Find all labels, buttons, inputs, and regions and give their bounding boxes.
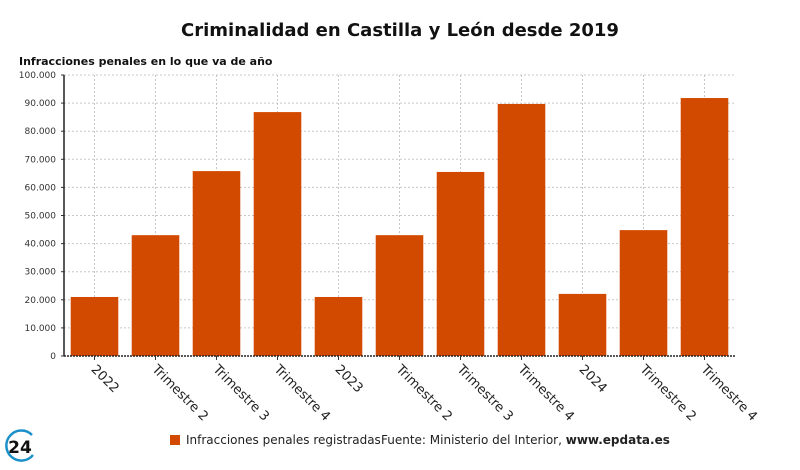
bar-7 <box>497 103 546 357</box>
y-tick-label: 30.000 <box>25 268 57 278</box>
y-tick-label: 80.000 <box>25 127 57 137</box>
bar-2 <box>192 171 241 356</box>
bar-chart: 0 10.000 20.000 30.000 40.000 50.000 60.000 70.… <box>19 71 760 425</box>
x-tick-label: Trimestre 4 <box>697 362 760 425</box>
x-tick-label: Trimestre 3 <box>209 362 272 425</box>
logo-text: 24 <box>8 438 32 458</box>
x-tick-label: 2023 <box>332 362 366 396</box>
legend-label: Infracciones penales registradas <box>186 433 381 447</box>
y-tick-label: 10.000 <box>25 324 57 334</box>
source-note: Fuente: Ministerio del Interior, www.epd… <box>381 433 670 447</box>
y-tick-label: 70.000 <box>25 155 57 165</box>
x-tick-label: Trimestre 2 <box>392 362 455 425</box>
y-tick-label: 50.000 <box>25 212 57 222</box>
bar-3 <box>253 112 302 356</box>
x-tick-label: Trimestre 4 <box>270 362 333 425</box>
chart-title: Criminalidad en Castilla y León desde 20… <box>181 20 619 41</box>
x-tick-label: Trimestre 3 <box>453 362 516 425</box>
source-site: www.epdata.es <box>565 433 670 447</box>
y-tick-label: 100.000 <box>19 71 56 81</box>
bars <box>70 98 729 357</box>
bar-8 <box>558 293 607 356</box>
bar-5 <box>375 235 424 356</box>
bar-6 <box>436 171 485 356</box>
bar-10 <box>680 98 729 357</box>
x-tick-label: Trimestre 2 <box>636 362 699 425</box>
y-tick-label: 60.000 <box>25 183 57 193</box>
bar-4 <box>314 296 363 356</box>
bar-1 <box>131 235 180 356</box>
bar-9 <box>619 230 668 356</box>
y-tick-labels: 0 10.000 20.000 30.000 40.000 50.000 60.000 70.… <box>19 71 56 362</box>
y-tick-label: 90.000 <box>25 99 57 109</box>
legend: Infracciones penales registradas <box>170 433 381 447</box>
x-tick-label: Trimestre 2 <box>148 362 211 425</box>
source-prefix: Fuente: Ministerio del Interior, <box>381 433 566 447</box>
x-tick-label: 2022 <box>88 362 122 396</box>
y-tick-label: 0 <box>50 352 56 362</box>
y-tick-label: 20.000 <box>25 296 57 306</box>
y-axis-label: Infracciones penales en lo que va de año <box>19 55 273 68</box>
logo-24-icon: 24 <box>5 429 34 462</box>
x-tick-label: 2024 <box>576 362 610 396</box>
bar-0 <box>70 296 119 356</box>
y-tick-label: 40.000 <box>25 240 57 250</box>
x-tick-label: Trimestre 4 <box>514 362 577 425</box>
axes <box>61 74 735 360</box>
legend-swatch <box>170 435 180 445</box>
